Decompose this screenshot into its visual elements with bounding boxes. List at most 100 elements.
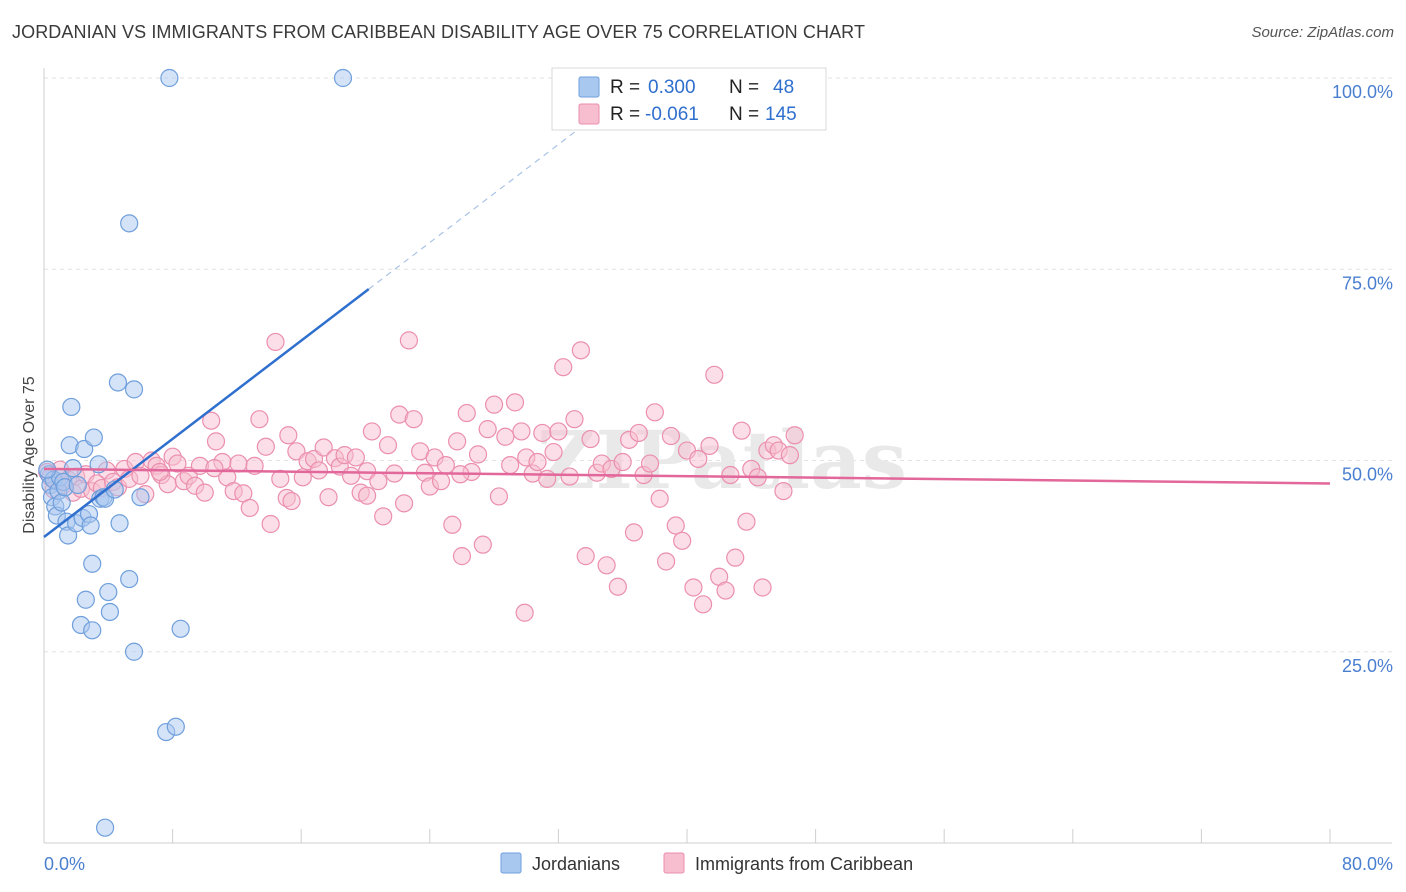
bottom-legend-swatch-pink — [663, 852, 685, 874]
caribbean-point-109 — [608, 577, 627, 596]
caribbean-point-66 — [378, 436, 398, 455]
series-legend: Jordanians Immigrants from Caribbean — [500, 852, 913, 874]
caribbean-point-116 — [645, 403, 664, 422]
caribbean-point-46 — [271, 469, 290, 488]
caribbean-point-33 — [202, 411, 221, 430]
bottom-legend-label-blue: Jordanians — [532, 854, 620, 874]
caribbean-point-83 — [468, 445, 488, 464]
legend-n-label-blue: N = — [729, 77, 759, 98]
caribbean-point-42 — [250, 410, 269, 429]
legend-swatch-blue — [578, 76, 600, 98]
caribbean-point-133 — [737, 512, 756, 531]
caribbean-point-65 — [374, 507, 393, 526]
caribbean-point-55 — [319, 488, 338, 507]
legend-n-value-blue: 48 — [773, 77, 794, 98]
y-tick-label-100: 100.0% — [1332, 82, 1393, 102]
caribbean-point-129 — [716, 581, 735, 600]
caribbean-trend-line — [43, 467, 1331, 485]
caribbean-point-112 — [624, 523, 644, 542]
caribbean-point-40 — [240, 498, 259, 518]
caribbean-point-88 — [496, 427, 515, 446]
caribbean-point-90 — [505, 393, 525, 412]
y-tick-label-75: 75.0% — [1342, 273, 1393, 293]
caribbean-point-110 — [613, 452, 632, 472]
caribbean-point-86 — [485, 395, 504, 414]
jordanian-point-41 — [131, 488, 150, 507]
tick-labels: 25.0% 50.0% 75.0% 100.0% 0.0% 80.0% — [44, 82, 1393, 874]
caribbean-point-141 — [780, 446, 799, 465]
caribbean-point-79 — [448, 432, 467, 451]
legend-r-value-blue: 0.300 — [648, 77, 696, 98]
caribbean-point-94 — [528, 452, 547, 472]
jordanian-point-38 — [120, 569, 139, 589]
trend-lines — [43, 109, 1331, 538]
caribbean-point-100 — [560, 467, 579, 486]
caribbean-point-136 — [753, 578, 772, 597]
jordanian-point-32 — [99, 582, 118, 602]
caribbean-point-59 — [341, 466, 361, 485]
caribbean-point-132 — [732, 421, 751, 440]
caribbean-point-101 — [565, 410, 584, 429]
caribbean-point-87 — [489, 487, 509, 506]
caribbean-point-71 — [404, 410, 423, 429]
caribbean-point-127 — [705, 365, 724, 384]
caribbean-point-44 — [261, 514, 280, 534]
caribbean-point-104 — [581, 429, 600, 449]
caribbean-point-99 — [554, 358, 573, 377]
caribbean-point-142 — [785, 426, 804, 445]
caribbean-point-146 — [205, 459, 224, 478]
axes — [43, 68, 1392, 844]
source-credit: Source: ZipAtlas.com — [1251, 24, 1394, 41]
caribbean-point-131 — [726, 548, 745, 567]
jordanian-point-45 — [171, 619, 190, 638]
caribbean-point-103 — [576, 547, 595, 566]
caribbean-point-77 — [436, 455, 455, 475]
caribbean-point-96 — [538, 469, 557, 488]
caribbean-point-147 — [279, 426, 298, 445]
caribbean-point-89 — [501, 455, 520, 475]
caribbean-point-125 — [693, 595, 713, 614]
correlation-legend: R = 0.300 N = 48 R = -0.061 N = 145 — [551, 67, 827, 131]
jordanian-point-21 — [76, 590, 95, 609]
legend-r-label-pink: R = — [610, 104, 640, 125]
caribbean-point-84 — [473, 535, 492, 554]
jordanian-trend-line — [43, 288, 370, 538]
caribbean-point-64 — [369, 472, 388, 491]
caribbean-point-81 — [457, 403, 476, 423]
jordanian-point-24 — [83, 554, 102, 573]
caribbean-point-124 — [689, 449, 708, 469]
caribbean-point-80 — [452, 547, 472, 566]
legend-n-value-pink: 145 — [765, 104, 797, 125]
jordanian-point-46 — [333, 68, 353, 88]
y-axis-title: Disability Age Over 75 — [21, 376, 38, 534]
legend-swatch-pink — [578, 103, 600, 125]
caribbean-point-95 — [533, 423, 552, 443]
jordanian-point-35 — [108, 373, 128, 392]
caribbean-point-38 — [229, 454, 248, 473]
caribbean-point-78 — [443, 515, 462, 534]
caribbean-point-113 — [629, 423, 648, 443]
gridlines — [44, 77, 1392, 653]
jordanian-point-43 — [160, 68, 179, 88]
caribbean-point-97 — [544, 442, 563, 462]
caribbean-point-27 — [168, 454, 187, 473]
caribbean-point-119 — [661, 426, 681, 446]
caribbean-point-145 — [515, 603, 534, 622]
jordanian-point-33 — [100, 602, 120, 622]
blue-series-points — [38, 68, 353, 837]
caribbean-point-45 — [266, 332, 285, 352]
caribbean-point-117 — [650, 489, 669, 508]
caribbean-point-130 — [721, 465, 740, 485]
jordanian-point-36 — [110, 514, 129, 533]
jordanian-point-23 — [81, 516, 100, 535]
caribbean-point-98 — [549, 422, 568, 441]
watermark: ZIPatlas — [537, 413, 907, 507]
x-tick-label-min: 0.0% — [44, 854, 85, 874]
caribbean-point-60 — [346, 448, 365, 467]
caribbean-point-32 — [195, 483, 214, 502]
caribbean-point-85 — [478, 420, 497, 439]
bottom-legend-label-pink: Immigrants from Caribbean — [695, 854, 913, 874]
jordanian-point-39 — [124, 380, 144, 399]
jordanian-point-44 — [166, 717, 185, 736]
